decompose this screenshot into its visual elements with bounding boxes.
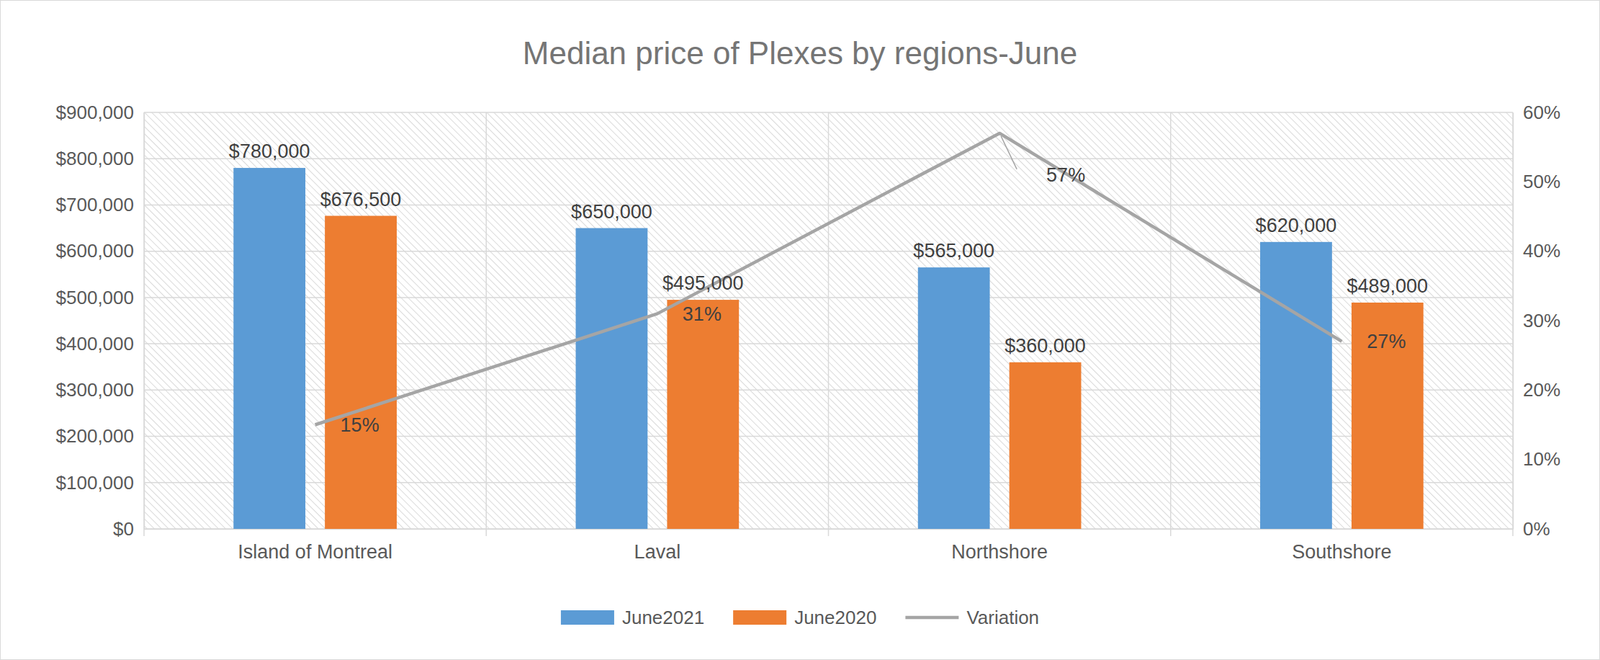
legend-item: Variation bbox=[905, 606, 1040, 628]
bar bbox=[666, 299, 739, 529]
chart: Median price of Plexes by regions-June $0… bbox=[0, 0, 1600, 660]
legend-label: Variation bbox=[966, 606, 1040, 628]
bar bbox=[1009, 362, 1082, 529]
y2-tick: 60% bbox=[1512, 101, 1561, 124]
plot: $0 $100,000 $200,000 $300,000 $400,000 $500,0… bbox=[56, 101, 1562, 563]
bar-label: $360,000 bbox=[1004, 334, 1086, 357]
category-divider bbox=[143, 112, 145, 536]
bar bbox=[233, 167, 306, 529]
y-tick-label: $800,000 bbox=[56, 147, 134, 170]
y2-tick: 30% bbox=[1512, 309, 1561, 332]
category-divider bbox=[1170, 112, 1172, 536]
legend-swatch bbox=[560, 609, 615, 625]
bar bbox=[918, 267, 991, 529]
category-divider bbox=[828, 112, 830, 536]
legend-swatch bbox=[733, 609, 787, 625]
y-tick-label: $300,000 bbox=[56, 378, 134, 401]
category-divider bbox=[486, 112, 488, 536]
line-label: 27% bbox=[1366, 330, 1406, 353]
grid bbox=[144, 112, 1513, 536]
x-tick-label: Island of Montreal bbox=[237, 540, 393, 563]
x-tick: Island of Montreal bbox=[237, 528, 393, 563]
y-tick-label: $700,000 bbox=[56, 193, 134, 216]
title: Median price of Plexes by regions-June bbox=[522, 35, 1078, 71]
y2-tick-label: 50% bbox=[1522, 170, 1561, 193]
legend: June2021 June2020 Variation bbox=[560, 606, 1040, 628]
y-axis: $0 $100,000 $200,000 $300,000 $400,000 $500,0… bbox=[56, 101, 145, 540]
line-label: 15% bbox=[340, 414, 380, 436]
bar-label: $650,000 bbox=[571, 200, 653, 223]
bar bbox=[324, 216, 397, 529]
x-tick-label: Laval bbox=[634, 540, 682, 563]
y2-tick-label: 30% bbox=[1522, 309, 1561, 332]
x-tick-label: Southshore bbox=[1291, 540, 1392, 563]
y-tick: $400,000 bbox=[56, 332, 145, 355]
chart-border bbox=[0, 0, 1600, 660]
bar-label: $489,000 bbox=[1347, 275, 1429, 297]
x-tick: Laval bbox=[634, 528, 682, 563]
y-tick-label: $600,000 bbox=[56, 239, 134, 262]
y2-tick: 20% bbox=[1512, 378, 1561, 401]
y2-tick-label: 0% bbox=[1522, 517, 1551, 540]
bar bbox=[576, 228, 649, 529]
y-tick: $600,000 bbox=[56, 239, 145, 262]
bar-label: $620,000 bbox=[1255, 214, 1338, 237]
x-tick-label: Northshore bbox=[951, 540, 1048, 563]
y2-tick: 50% bbox=[1512, 170, 1561, 193]
bar-label: $495,000 bbox=[662, 272, 744, 294]
x-axis: Island of Montreal Laval Northshore Southsh… bbox=[144, 528, 1514, 563]
y-axis-line bbox=[144, 113, 146, 530]
y-tick-label: $500,000 bbox=[56, 286, 134, 309]
legend-item: June2020 bbox=[733, 606, 877, 628]
y-tick-label: $200,000 bbox=[56, 424, 134, 447]
line-label: 57% bbox=[1046, 164, 1086, 186]
bar bbox=[1351, 302, 1424, 529]
y-tick: $100,000 bbox=[56, 471, 145, 494]
y-tick: $200,000 bbox=[56, 424, 145, 447]
variation-line bbox=[315, 133, 1343, 425]
y-tick-label: $400,000 bbox=[56, 332, 134, 355]
y-tick-label: $0 bbox=[113, 517, 134, 540]
y2-tick: 40% bbox=[1512, 239, 1561, 262]
bar-label: $565,000 bbox=[913, 239, 995, 262]
data-labels: $780,000 $650,000 $565,000 $620,000 $676,500… bbox=[228, 136, 1428, 436]
line-label: 31% bbox=[682, 303, 722, 325]
y2-tick-label: 60% bbox=[1522, 101, 1561, 124]
x-tick: Northshore bbox=[951, 528, 1048, 563]
y-tick: $900,000 bbox=[56, 101, 145, 124]
legend-label: June2021 bbox=[622, 606, 705, 628]
y-tick-label: $100,000 bbox=[56, 471, 134, 494]
y-tick: $700,000 bbox=[56, 193, 145, 216]
legend-swatch bbox=[905, 615, 959, 620]
bar-label: $780,000 bbox=[228, 140, 311, 163]
marks bbox=[233, 133, 1423, 529]
bar-label: $676,500 bbox=[320, 188, 402, 211]
legend-label: June2020 bbox=[794, 606, 877, 628]
y-tick-label: $900,000 bbox=[56, 101, 134, 124]
y2-tick: 10% bbox=[1512, 447, 1561, 470]
legend-item: June2021 bbox=[560, 606, 705, 628]
y-tick: $0 bbox=[113, 517, 145, 540]
y-tick: $800,000 bbox=[56, 147, 145, 170]
y2-tick-label: 40% bbox=[1522, 239, 1561, 262]
leader-line bbox=[1000, 136, 1017, 170]
bar bbox=[1260, 241, 1333, 529]
x-tick: Southshore bbox=[1291, 528, 1392, 563]
y2-tick-label: 10% bbox=[1522, 447, 1561, 470]
y2-tick: 0% bbox=[1512, 517, 1551, 540]
y-tick: $300,000 bbox=[56, 378, 145, 401]
y2-axis-line bbox=[1512, 113, 1515, 530]
category-divider bbox=[1512, 112, 1514, 536]
y-tick: $500,000 bbox=[56, 286, 145, 309]
y2-tick-label: 20% bbox=[1522, 378, 1561, 401]
y2-axis: 0% 10% 20% 30% 40% 50% 60% bbox=[1512, 101, 1561, 540]
